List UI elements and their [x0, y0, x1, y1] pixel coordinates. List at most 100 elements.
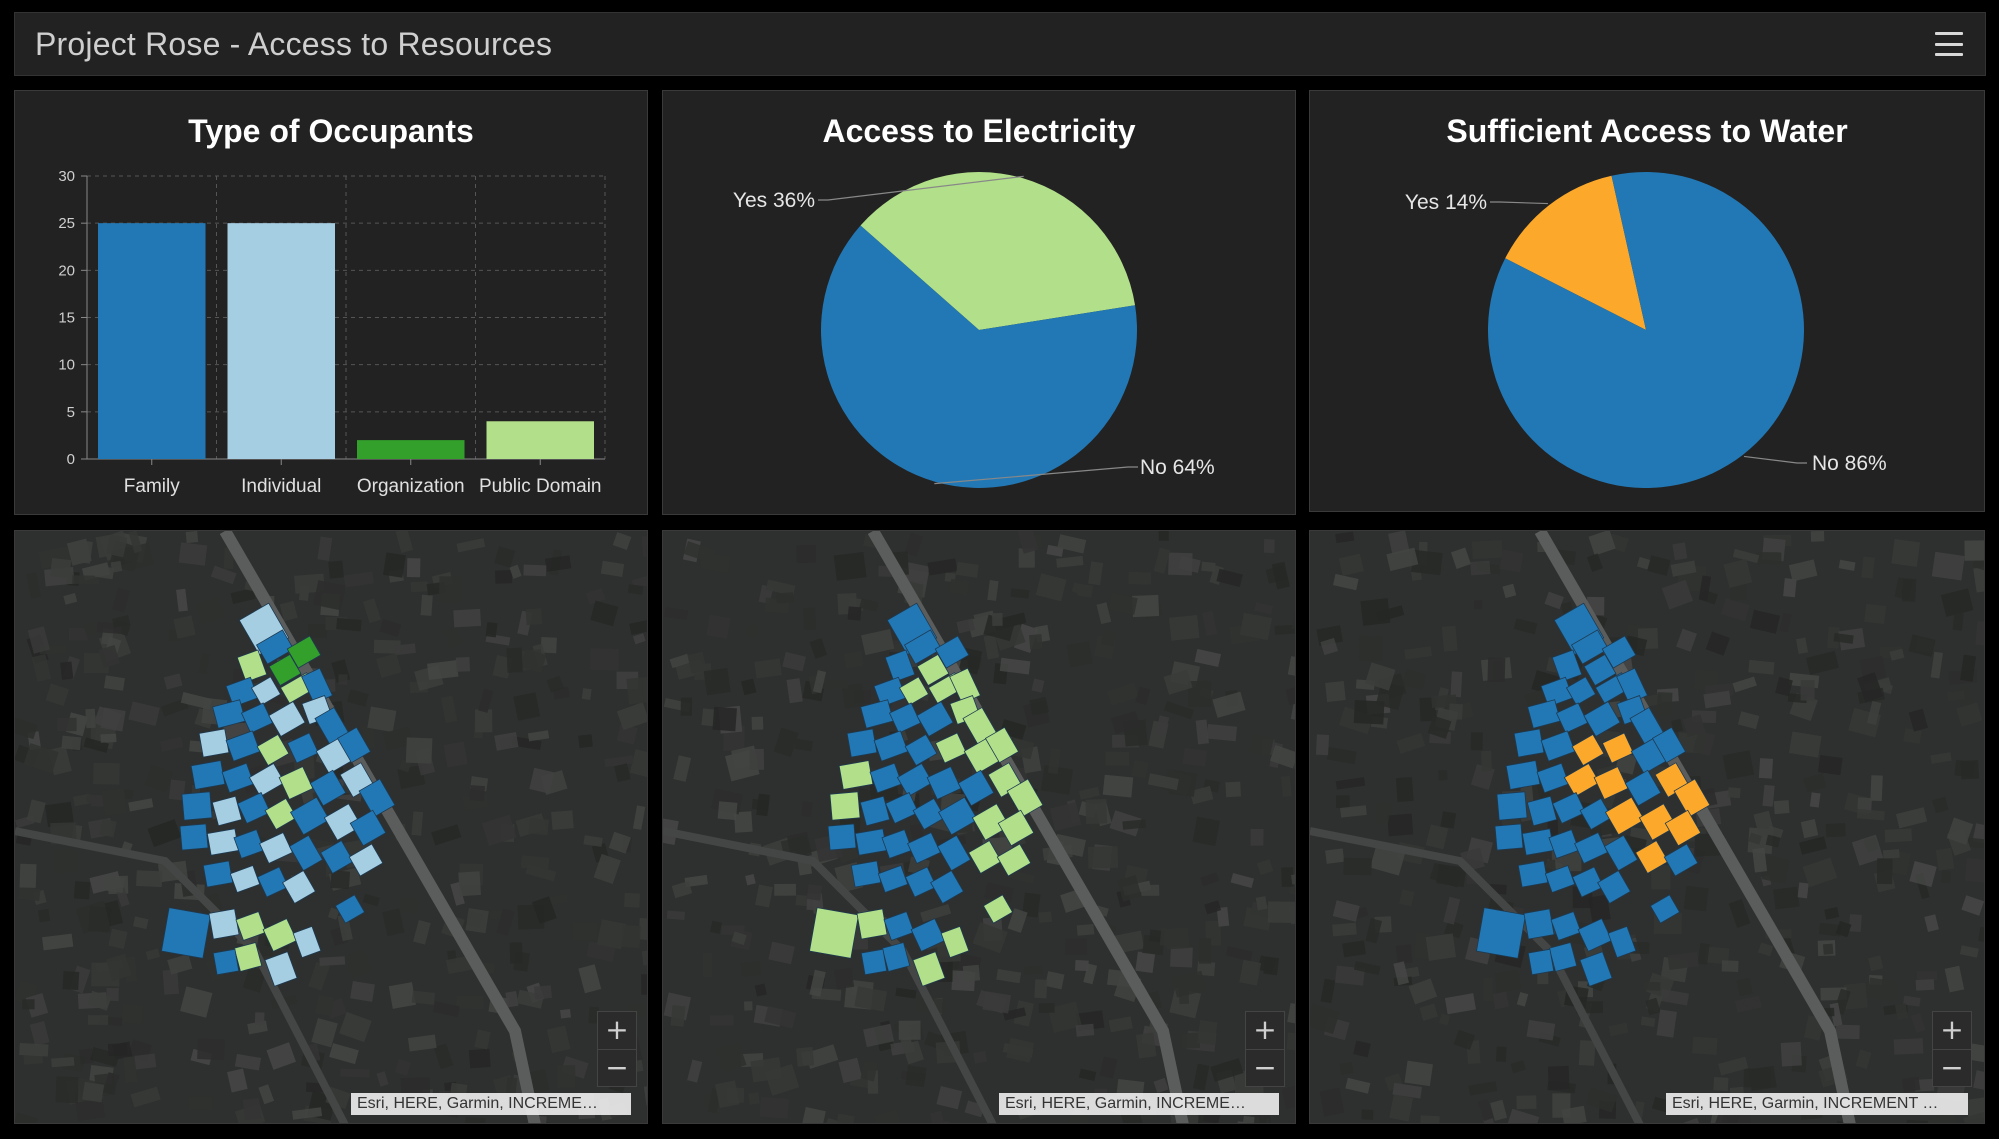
pie-slice-no[interactable]: [1488, 172, 1804, 488]
map-parcel[interactable]: [248, 762, 286, 798]
map-parcel[interactable]: [212, 948, 240, 976]
map-parcel[interactable]: [236, 649, 268, 683]
map-parcel[interactable]: [916, 701, 954, 737]
electricity-map-canvas[interactable]: [663, 531, 1296, 1124]
map-parcel[interactable]: [1583, 653, 1617, 687]
map-parcel[interactable]: [1577, 918, 1613, 952]
map-parcel[interactable]: [221, 762, 255, 794]
map-parcel[interactable]: [198, 728, 230, 758]
hamburger-menu-icon[interactable]: [1935, 32, 1963, 56]
map-parcel[interactable]: [1579, 797, 1613, 831]
map-parcel[interactable]: [179, 823, 209, 851]
map-parcel[interactable]: [212, 699, 246, 729]
map-parcel[interactable]: [1583, 701, 1621, 737]
map-parcel[interactable]: [860, 948, 888, 976]
map-parcel[interactable]: [256, 733, 290, 767]
map-parcel[interactable]: [1570, 629, 1610, 665]
map-parcel[interactable]: [1649, 894, 1681, 924]
map-parcel[interactable]: [1527, 948, 1555, 976]
zoom-out-button[interactable]: −: [1246, 1048, 1284, 1087]
map-parcel[interactable]: [1555, 702, 1589, 734]
map-parcel[interactable]: [881, 829, 913, 859]
water-map[interactable]: + − Esri, HERE, Garmin, INCREMENT …: [1309, 530, 1985, 1124]
zoom-out-button[interactable]: −: [1933, 1048, 1971, 1087]
map-parcel[interactable]: [235, 911, 267, 941]
map-parcel[interactable]: [850, 860, 882, 888]
zoom-in-button[interactable]: +: [1933, 1012, 1971, 1049]
map-parcel[interactable]: [859, 795, 891, 827]
map-parcel[interactable]: [854, 828, 888, 856]
map-parcel[interactable]: [1651, 726, 1687, 764]
map-parcel[interactable]: [1563, 762, 1601, 798]
map-parcel[interactable]: [190, 760, 226, 790]
map-parcel[interactable]: [229, 864, 261, 894]
map-parcel[interactable]: [1565, 676, 1597, 706]
map-parcel[interactable]: [934, 635, 970, 669]
map-attribution[interactable]: Esri, HERE, Garmin, INCREMENT …: [1666, 1093, 1968, 1115]
map-parcel[interactable]: [255, 629, 295, 665]
map-parcel[interactable]: [912, 951, 946, 987]
bar-family[interactable]: [98, 223, 206, 459]
map-parcel[interactable]: [982, 894, 1014, 924]
map-parcel[interactable]: [336, 726, 372, 764]
map-parcel[interactable]: [934, 732, 968, 764]
map-parcel[interactable]: [910, 918, 946, 952]
map-parcel[interactable]: [903, 629, 943, 665]
map-parcel[interactable]: [846, 728, 878, 758]
map-parcel[interactable]: [268, 653, 302, 687]
map-parcel[interactable]: [1476, 907, 1526, 959]
map-parcel[interactable]: [1603, 834, 1639, 872]
map-parcel[interactable]: [984, 726, 1020, 764]
map-parcel[interactable]: [250, 676, 282, 706]
map-parcel[interactable]: [888, 702, 922, 734]
map-parcel[interactable]: [202, 860, 234, 888]
map-attribution[interactable]: Esri, HERE, Garmin, INCREME…: [999, 1093, 1279, 1115]
map-parcel[interactable]: [1571, 733, 1605, 767]
map-parcel[interactable]: [208, 908, 240, 940]
map-parcel[interactable]: [1638, 803, 1678, 841]
map-parcel[interactable]: [1527, 699, 1561, 729]
map-parcel[interactable]: [809, 907, 859, 959]
map-parcel[interactable]: [233, 829, 265, 859]
map-parcel[interactable]: [1601, 635, 1637, 669]
map-parcel[interactable]: [1540, 730, 1576, 762]
map-parcel[interactable]: [936, 834, 972, 872]
map-parcel[interactable]: [211, 795, 243, 827]
map-parcel[interactable]: [926, 766, 962, 800]
map-parcel[interactable]: [320, 840, 354, 874]
map-parcel[interactable]: [334, 894, 366, 924]
map-parcel[interactable]: [937, 796, 979, 836]
map-parcel[interactable]: [838, 760, 874, 790]
map-parcel[interactable]: [877, 864, 909, 894]
map-parcel[interactable]: [885, 792, 919, 824]
map-parcel[interactable]: [1523, 908, 1555, 940]
map-parcel[interactable]: [1505, 760, 1541, 790]
map-parcel[interactable]: [1494, 823, 1524, 851]
map-parcel[interactable]: [264, 797, 298, 831]
map-parcel[interactable]: [896, 762, 934, 798]
map-parcel[interactable]: [349, 809, 387, 847]
map-parcel[interactable]: [286, 732, 320, 764]
map-parcel[interactable]: [161, 907, 211, 959]
map-parcel[interactable]: [1544, 864, 1576, 894]
map-parcel[interactable]: [259, 832, 293, 864]
map-parcel[interactable]: [286, 635, 322, 669]
map-parcel[interactable]: [268, 701, 306, 737]
pie-slice-no[interactable]: [820, 225, 1137, 489]
map-parcel[interactable]: [1513, 728, 1545, 758]
map-parcel[interactable]: [237, 792, 271, 824]
map-parcel[interactable]: [996, 843, 1032, 877]
map-parcel[interactable]: [1517, 860, 1549, 888]
map-parcel[interactable]: [940, 925, 970, 959]
map-parcel[interactable]: [233, 942, 263, 972]
bar-individual[interactable]: [227, 223, 336, 459]
map-parcel[interactable]: [206, 828, 240, 856]
zoom-out-button[interactable]: −: [598, 1048, 636, 1087]
map-parcel[interactable]: [358, 778, 396, 818]
map-parcel[interactable]: [256, 866, 290, 898]
map-parcel[interactable]: [1550, 911, 1582, 941]
map-parcel[interactable]: [1551, 649, 1583, 683]
zoom-in-button[interactable]: +: [1246, 1012, 1284, 1049]
map-parcel[interactable]: [181, 791, 213, 821]
electricity-map[interactable]: + − Esri, HERE, Garmin, INCREME…: [662, 530, 1296, 1124]
